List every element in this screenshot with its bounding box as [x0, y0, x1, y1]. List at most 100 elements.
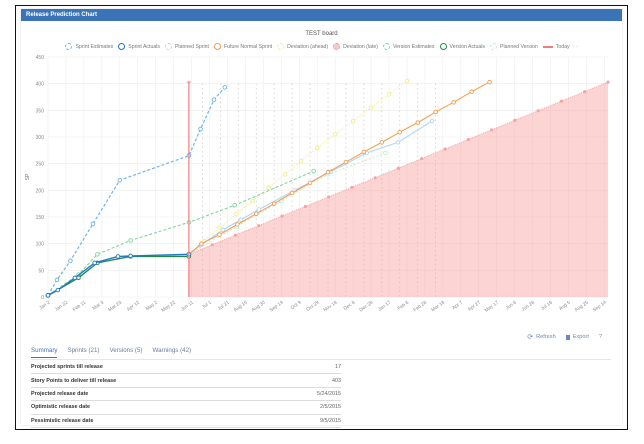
summary-label: Projected release date [31, 390, 89, 397]
legend-item-version-estimates[interactable]: Version Estimates [383, 43, 435, 50]
data-point [303, 204, 307, 209]
data-point [396, 166, 400, 170]
circle-swatch-icon [65, 43, 73, 50]
data-point [238, 217, 244, 222]
data-point [395, 140, 401, 145]
x-tick-label: Mar 18 [430, 300, 446, 314]
circle-swatch-icon [118, 43, 126, 50]
data-point [55, 287, 61, 293]
data-point [469, 89, 474, 94]
x-tick-label: Jun 26 [521, 300, 537, 313]
x-tick-label: Mar 23 [107, 300, 123, 314]
data-point [90, 221, 96, 227]
data-point [115, 254, 121, 259]
x-tick-label: Apr 7 [451, 300, 464, 312]
data-point [217, 232, 222, 237]
export-label: Export [572, 334, 589, 340]
legend-item-sprint-estimates[interactable]: Sprint Estimates [65, 43, 113, 50]
legend-label: Deviation (ahead) [287, 43, 329, 50]
data-point [350, 118, 356, 124]
tabs-divider [31, 359, 611, 360]
data-point [232, 203, 237, 208]
legend-item-today[interactable]: Today - - [542, 44, 578, 50]
series-line [188, 80, 408, 255]
data-point [327, 195, 331, 199]
data-point [415, 120, 420, 125]
export-button[interactable]: Export [565, 334, 589, 340]
tab-sprints[interactable]: Sprints (21) [67, 347, 100, 354]
data-point [386, 92, 392, 97]
legend-item-deviation-late[interactable]: Deviation (late) [333, 43, 378, 50]
refresh-button[interactable]: ⟳ Refresh [527, 333, 555, 341]
x-tick-label: Feb 6 [397, 300, 411, 312]
summary-tabs: Summary Sprints (21) Versions (5) Warnin… [31, 347, 191, 358]
data-point [350, 185, 354, 189]
circle-swatch-icon [383, 43, 390, 50]
data-point [95, 252, 100, 257]
circle-swatch-icon [490, 43, 497, 50]
data-point [307, 180, 313, 186]
data-point [404, 78, 410, 84]
y-tick-label: 300 [36, 135, 45, 141]
data-point [343, 159, 349, 165]
legend-label: Version Estimates [393, 43, 435, 50]
x-tick-label: Nov 18 [322, 300, 338, 314]
legend-label: Planned Sprint [174, 43, 209, 50]
summary-value: 5/24/2015 [317, 390, 341, 397]
legend-label: Deviation (late) [343, 43, 378, 50]
x-tick-label: Apr 27 [467, 300, 482, 313]
y-tick-label: 50 [38, 268, 44, 274]
legend-item-future-normal-sprint[interactable]: Future Normal Sprint [214, 43, 272, 50]
data-point [289, 190, 295, 196]
x-tick-label: Aug 25 [574, 300, 590, 314]
deviation-late-area [188, 82, 608, 297]
data-point [373, 176, 377, 180]
x-tick-label: May 22 [160, 300, 177, 314]
refresh-icon: ⟳ [527, 334, 534, 341]
summary-row: Optimistic release date 2/5/2015 [31, 401, 341, 415]
summary-row: Story Points to deliver till release 403 [31, 374, 341, 388]
data-point [233, 233, 238, 237]
summary-table: Projected sprints till release 17 Story P… [31, 361, 341, 428]
data-point [257, 224, 261, 228]
y-tick-label: 400 [36, 82, 45, 88]
data-point [128, 238, 133, 243]
x-tick-label: Mar 3 [92, 300, 106, 312]
tab-warnings[interactable]: Warnings (42) [152, 347, 192, 354]
x-tick-label: May 2 [145, 300, 159, 313]
legend-item-deviation-ahead[interactable]: Deviation (ahead) [277, 43, 328, 50]
data-point [383, 150, 388, 156]
data-point [211, 97, 217, 102]
x-tick-label: May 17 [484, 300, 501, 314]
data-point [325, 169, 331, 175]
data-point [54, 277, 60, 283]
x-tick-label: Oct 9 [290, 300, 303, 312]
refresh-label: Refresh [536, 334, 556, 340]
x-tick-label: Jul 1 [201, 300, 213, 311]
x-tick-label: Jul 21 [217, 300, 231, 312]
summary-label: Projected sprints till release [31, 364, 103, 371]
data-point [266, 185, 272, 190]
x-tick-label: Jan 2 [38, 300, 51, 312]
legend-item-version-actuals[interactable]: Version Actuals [439, 43, 485, 50]
y-axis-label: SP [25, 173, 31, 180]
release-prediction-panel: Release Prediction Chart TEST board Spri… [21, 9, 622, 428]
data-point [490, 128, 494, 132]
help-button[interactable]: ? [598, 334, 602, 340]
line-swatch-icon [542, 45, 553, 48]
data-point [235, 222, 240, 227]
x-tick-label: Feb 11 [72, 300, 88, 313]
data-point [92, 260, 97, 266]
data-point [559, 99, 563, 103]
data-point [250, 198, 255, 204]
x-tick-label: Sep 14 [592, 300, 608, 314]
legend-item-planned-sprint[interactable]: Planned Sprint [164, 43, 209, 50]
data-point [210, 243, 214, 247]
tab-summary[interactable]: Summary [31, 347, 58, 358]
tab-versions[interactable]: Versions (5) [109, 347, 143, 354]
data-point [443, 147, 447, 151]
legend-item-sprint-actuals[interactable]: Sprint Actuals [118, 43, 160, 50]
summary-value: 17 [335, 364, 341, 371]
legend-item-planned-version[interactable]: Planned Version [490, 43, 538, 50]
